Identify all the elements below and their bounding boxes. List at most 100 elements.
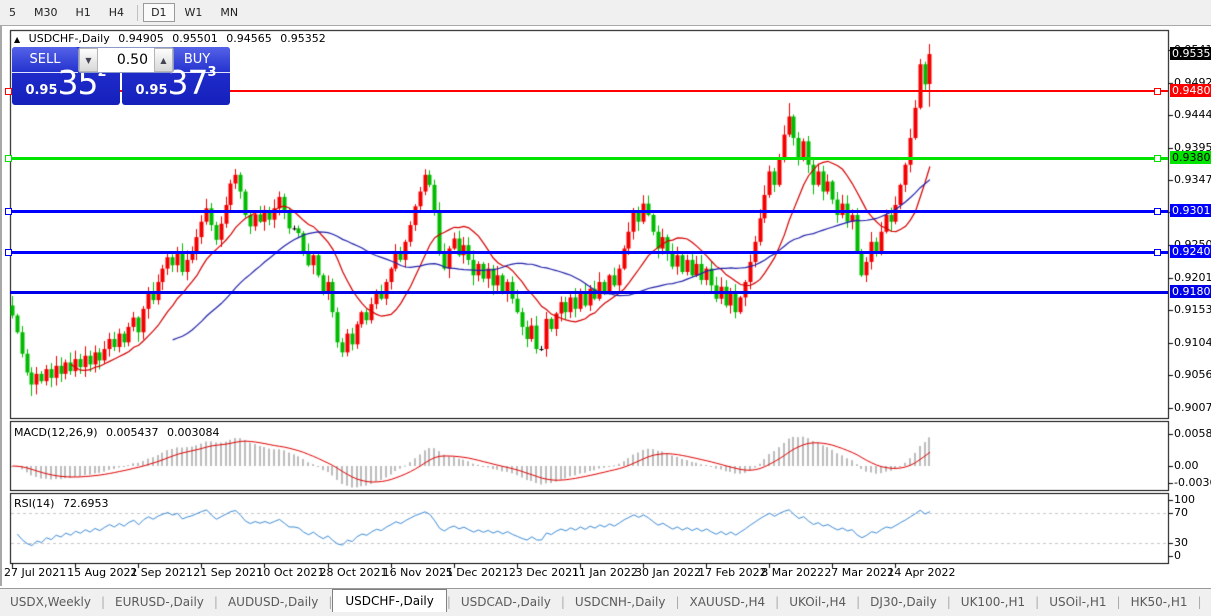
hline-left-handle-0.92403[interactable] (5, 249, 12, 256)
date-label: 27 Jul 2021 (4, 566, 67, 579)
timeframe-button-m30[interactable]: M30 (34, 6, 58, 19)
tab-ukoil-h4[interactable]: UKOil-,H4 (789, 595, 847, 609)
date-label: 2 Sep 2021 (130, 566, 193, 579)
hline-0.91800[interactable] (10, 291, 1168, 294)
buy-price-big: 37 (167, 63, 209, 102)
rsi-value: 72.6953 (62, 497, 109, 510)
timeframe-button-5[interactable]: 5 (9, 6, 16, 19)
buy-button[interactable]: BUY (164, 47, 230, 73)
tab-usdcnh-daily[interactable]: USDCNH-,Daily (574, 595, 666, 609)
tab-separator: | (213, 595, 218, 609)
date-label: 14 Apr 2022 (887, 566, 956, 579)
tab-usdcad-daily[interactable]: USDCAD-,Daily (460, 595, 551, 609)
macd-tick-label: -0.003659 (1174, 476, 1211, 489)
rsi-tick-label: 70 (1174, 506, 1188, 519)
timeframe-button-h1[interactable]: H1 (75, 6, 91, 19)
date-label: 10 Oct 2021 (256, 566, 325, 579)
macd-name: MACD(12,26,9) (14, 426, 98, 439)
timeframe-button-d1[interactable]: D1 (143, 3, 175, 22)
tab-separator: | (328, 595, 333, 609)
volume-increase-button[interactable]: ▲ (154, 48, 173, 72)
hline-right-handle-0.92403[interactable] (1154, 249, 1161, 256)
tab-el[interactable]: EL (1202, 592, 1211, 613)
tab-hk50-h1[interactable]: HK50-,H1 (1130, 595, 1188, 609)
timeframe-button-mn[interactable]: MN (220, 6, 239, 19)
hline-left-handle-0.93014[interactable] (5, 208, 12, 215)
chart-window: ▲ USDCHF-,Daily 0.94905 0.95501 0.94565 … (0, 26, 1211, 586)
ohlc-high: 0.95501 (172, 32, 218, 45)
hline-right-handle-0.93807[interactable] (1154, 155, 1161, 162)
symbol-title: USDCHF-,Daily (28, 32, 110, 45)
date-label: 16 Nov 2021 (382, 566, 454, 579)
tab-usdchf-daily[interactable]: USDCHF-,Daily (332, 589, 447, 613)
hline-left-handle-0.94807[interactable] (5, 88, 12, 95)
toolbar-separator (137, 4, 139, 21)
date-label: 30 Jan 2022 (635, 566, 701, 579)
macd-main-value: 0.005437 (106, 426, 159, 439)
tab-separator: | (946, 595, 951, 609)
tab-audusd-daily[interactable]: AUDUSD-,Daily (227, 595, 319, 609)
volume-input[interactable]: 0.50 (116, 52, 148, 68)
date-label: 23 Dec 2021 (508, 566, 580, 579)
macd-tick-label: 0.00 (1174, 459, 1199, 472)
date-label: 17 Feb 2022 (698, 566, 767, 579)
tab-separator: | (101, 595, 106, 609)
sell-button[interactable]: SELL (12, 47, 78, 73)
hline-left-handle-0.93807[interactable] (5, 155, 12, 162)
chart-title-bar: ▲ USDCHF-,Daily 0.94905 0.95501 0.94565 … (14, 32, 326, 45)
tab-usdx-weekly[interactable]: USDX,Weekly (10, 595, 91, 609)
hline-right-handle-0.93014[interactable] (1154, 208, 1161, 215)
timeframe-button-w1[interactable]: W1 (184, 6, 203, 19)
triangle-up-icon: ▲ (160, 55, 167, 65)
macd-signal-value: 0.003084 (167, 426, 220, 439)
hline-0.92403[interactable] (10, 251, 1168, 254)
date-label: 15 Aug 2021 (67, 566, 138, 579)
triangle-down-icon: ▼ (85, 55, 92, 65)
chart-canvas[interactable] (2, 26, 1211, 586)
date-label: 21 Sep 2021 (193, 566, 264, 579)
collapse-panel-icon[interactable]: ▲ (14, 35, 21, 44)
buy-price: 0.95373 (122, 63, 230, 102)
tab-dj30-daily[interactable]: DJ30-,Daily (870, 595, 937, 609)
hline-0.93807[interactable] (10, 157, 1168, 160)
macd-header: MACD(12,26,9) 0.005437 0.003084 (14, 426, 220, 439)
volume-box: ▼ 0.50 ▲ (78, 47, 174, 73)
tab-separator: | (1197, 595, 1202, 609)
date-label: 28 Oct 2021 (319, 566, 388, 579)
bottom-strip (0, 612, 1211, 616)
rsi-tick-label: 0 (1174, 549, 1181, 562)
price-tag-0.93014: 0.93014 (1170, 204, 1211, 217)
buy-price-prefix: 0.95 (135, 83, 168, 98)
bid-price-tag: 0.95352 (1170, 47, 1211, 60)
tab-usoil-h1[interactable]: USOil-,H1 (1049, 595, 1107, 609)
tab-separator: | (675, 595, 680, 609)
tab-xauusd-h4[interactable]: XAUUSD-,H4 (689, 595, 766, 609)
tab-uk100-h1[interactable]: UK100-,H1 (960, 595, 1026, 609)
tab-separator: | (856, 595, 861, 609)
date-label: 27 Mar 2022 (824, 566, 895, 579)
hline-right-handle-0.94807[interactable] (1154, 88, 1161, 95)
hline-0.93014[interactable] (10, 210, 1168, 213)
tab-separator: | (775, 595, 780, 609)
date-label: 8 Mar 2022 (761, 566, 824, 579)
ohlc-low: 0.94565 (226, 32, 272, 45)
tab-eurusd-daily[interactable]: EURUSD-,Daily (115, 595, 204, 609)
price-tag-0.93807: 0.93807 (1170, 151, 1211, 164)
volume-decrease-button[interactable]: ▼ (79, 48, 98, 72)
symbol-tab-bar: USDX,Weekly | EURUSD-,Daily | AUDUSD-,Daily |… (0, 588, 1211, 613)
hline-0.94807[interactable] (10, 90, 1168, 92)
ohlc-close: 0.95352 (280, 32, 326, 45)
tab-separator: | (1035, 595, 1040, 609)
tab-separator: | (1116, 595, 1121, 609)
timeframe-button-h4[interactable]: H4 (108, 6, 125, 19)
